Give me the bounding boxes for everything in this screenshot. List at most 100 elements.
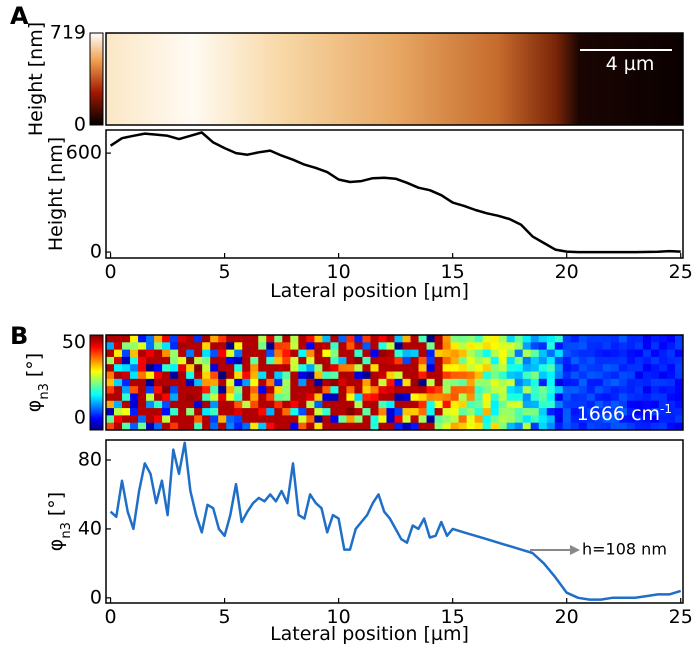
map-cell xyxy=(330,408,339,416)
map-cell xyxy=(106,356,115,365)
map-cell xyxy=(538,349,548,358)
map-cell xyxy=(370,422,379,431)
map-cell xyxy=(274,371,283,380)
map-cell xyxy=(618,393,628,402)
map-cell xyxy=(546,364,556,373)
map-cell xyxy=(298,364,307,373)
map-cell xyxy=(426,400,436,409)
map-cell xyxy=(154,378,163,387)
map-cell xyxy=(282,349,291,358)
map-cell xyxy=(418,364,428,373)
map-cell xyxy=(642,371,652,380)
map-cell xyxy=(594,386,604,394)
map-cell xyxy=(274,378,283,387)
map-cell xyxy=(434,393,444,402)
map-cell xyxy=(298,422,307,431)
map-cell xyxy=(274,356,283,365)
map-cell xyxy=(234,415,243,424)
map-cell xyxy=(474,408,484,416)
map-cell xyxy=(314,356,323,365)
map-cell xyxy=(178,408,187,416)
map-cell xyxy=(282,422,291,431)
map-cell xyxy=(610,371,620,380)
map-cell xyxy=(162,415,171,424)
map-cell xyxy=(586,386,596,394)
map-cell xyxy=(354,400,363,409)
map-cell xyxy=(154,356,163,365)
map-cell xyxy=(650,378,660,387)
map-cell xyxy=(338,349,347,358)
map-cell xyxy=(386,386,395,394)
map-cell xyxy=(554,378,564,387)
map-cell xyxy=(658,356,668,365)
map-cell xyxy=(266,393,275,402)
x-tick-label: 10 xyxy=(327,606,351,628)
map-cell xyxy=(482,415,492,424)
map-cell xyxy=(610,393,620,402)
map-cell xyxy=(658,349,668,358)
map-cell xyxy=(594,422,604,431)
map-cell xyxy=(442,335,452,343)
map-cell xyxy=(458,335,468,343)
map-cell xyxy=(130,378,139,387)
map-cell xyxy=(514,386,524,394)
map-cell xyxy=(114,408,123,416)
map-cell xyxy=(506,400,516,409)
map-cell xyxy=(674,386,684,394)
map-cell xyxy=(386,415,395,424)
map-cell xyxy=(538,408,548,416)
map-cell xyxy=(578,400,588,409)
map-cell xyxy=(522,400,532,409)
map-cell xyxy=(530,371,540,380)
map-cell xyxy=(378,349,387,358)
map-cell xyxy=(266,364,275,373)
map-cell xyxy=(258,349,267,358)
map-cell xyxy=(506,393,516,402)
map-cell xyxy=(530,386,540,394)
map-cell xyxy=(306,342,315,351)
map-cell xyxy=(194,349,203,358)
map-cell xyxy=(186,364,195,373)
x-tick-label: 25 xyxy=(669,606,693,628)
map-cell xyxy=(642,408,652,416)
map-cell xyxy=(322,364,331,373)
map-cell xyxy=(618,386,628,394)
map-cell xyxy=(466,342,476,351)
map-cell xyxy=(634,356,644,365)
map-cell xyxy=(354,422,363,431)
map-cell xyxy=(666,378,676,387)
map-cell xyxy=(314,422,323,431)
map-cell xyxy=(434,371,444,380)
map-cell xyxy=(378,371,387,380)
map-cell xyxy=(154,393,163,402)
map-cell xyxy=(218,356,227,365)
map-cell xyxy=(530,378,540,387)
map-cell xyxy=(490,378,500,387)
map-cell xyxy=(522,415,532,424)
map-cell xyxy=(394,386,404,394)
map-cell xyxy=(450,356,460,365)
map-cell xyxy=(434,335,444,343)
map-cell xyxy=(498,356,508,365)
map-cell xyxy=(130,356,139,365)
map-cell xyxy=(514,364,524,373)
map-cell xyxy=(634,349,644,358)
map-cell xyxy=(634,400,644,409)
map-cell xyxy=(306,371,315,380)
map-cell xyxy=(546,408,556,416)
map-cell xyxy=(226,371,235,380)
map-cell xyxy=(482,393,492,402)
colorbar-tick-label: 0 xyxy=(74,406,86,428)
map-cell xyxy=(674,415,684,424)
map-cell xyxy=(306,422,315,431)
x-tick-label: 10 xyxy=(327,261,351,283)
map-cell xyxy=(586,393,596,402)
map-cell xyxy=(602,356,612,365)
map-cell xyxy=(274,422,283,431)
map-cell xyxy=(234,386,243,394)
map-cell xyxy=(338,386,347,394)
map-cell xyxy=(514,400,524,409)
map-cell xyxy=(210,415,219,424)
map-cell xyxy=(306,386,315,394)
map-cell xyxy=(626,393,636,402)
